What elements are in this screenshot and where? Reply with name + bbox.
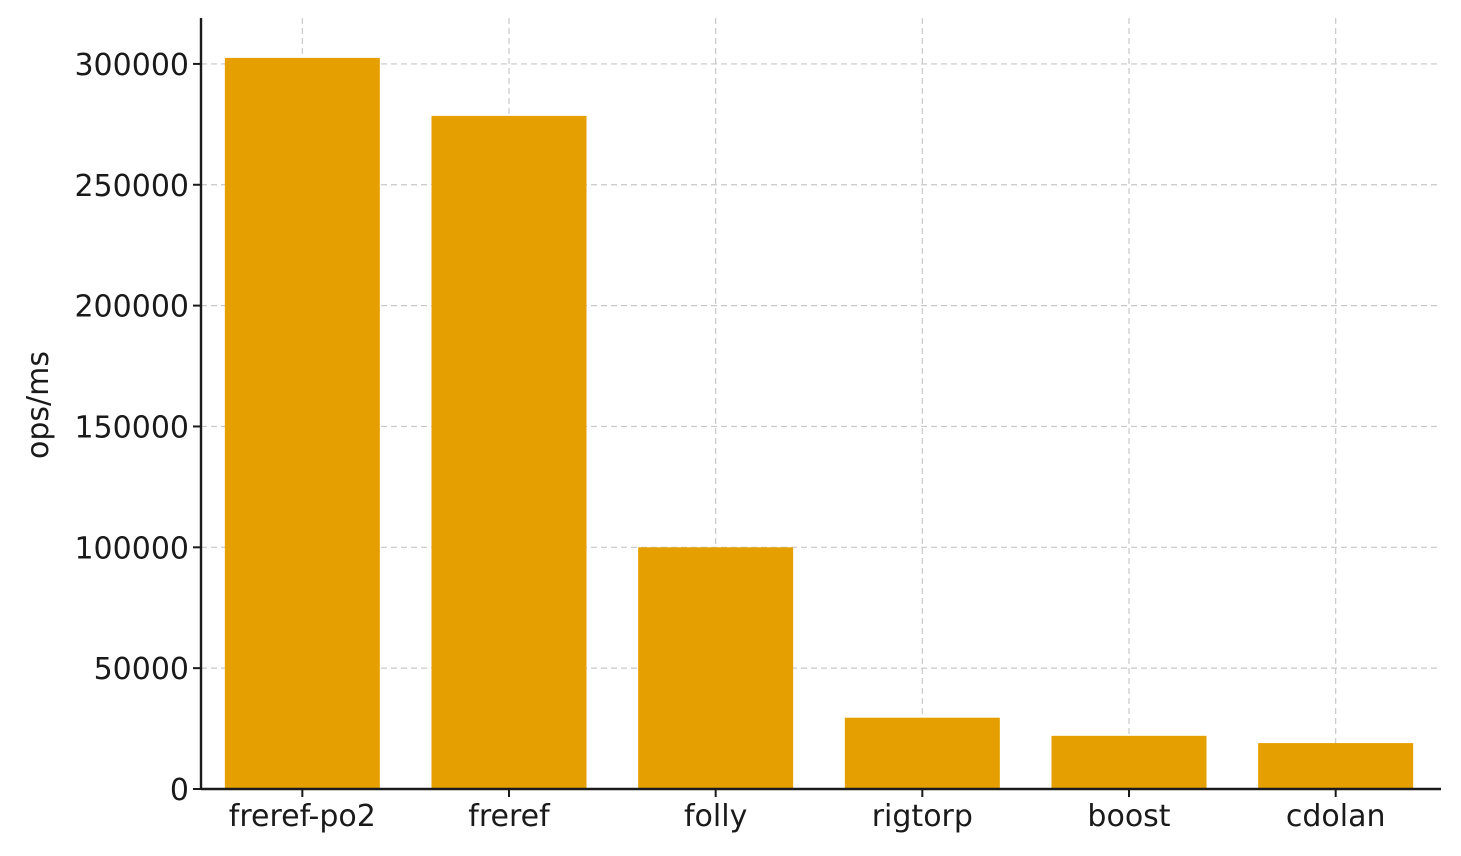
y-tick-label: 300000 — [74, 48, 189, 83]
y-axis-title: ops/ms — [21, 351, 56, 459]
x-tick-label: rigtorp — [872, 799, 973, 834]
bar-freref — [431, 115, 587, 790]
x-tick-label: cdolan — [1286, 799, 1386, 834]
x-tick-label: freref-po2 — [229, 799, 376, 834]
x-tick-label: folly — [684, 799, 747, 834]
x-tick-label: freref — [468, 799, 551, 834]
y-tick-label: 150000 — [74, 410, 189, 445]
bar-layer — [224, 57, 1414, 790]
y-tick-label: 0 — [170, 773, 189, 808]
axis-layer — [193, 18, 1441, 797]
bar-cdolan — [1258, 743, 1414, 789]
y-tick-label: 200000 — [74, 290, 189, 325]
bar-rigtorp — [844, 717, 1000, 789]
bar-freref-po2 — [224, 57, 380, 789]
y-tick-label: 50000 — [94, 652, 189, 687]
x-tick-label: boost — [1087, 799, 1170, 834]
bar-boost — [1051, 735, 1207, 789]
label-layer: 0 50000 100000 150000 200000 250000 300000 frer… — [74, 48, 1385, 834]
bar-folly — [638, 547, 794, 789]
y-tick-label: 250000 — [74, 169, 189, 204]
y-tick-label: 100000 — [74, 531, 189, 566]
grid-layer — [201, 18, 1441, 789]
